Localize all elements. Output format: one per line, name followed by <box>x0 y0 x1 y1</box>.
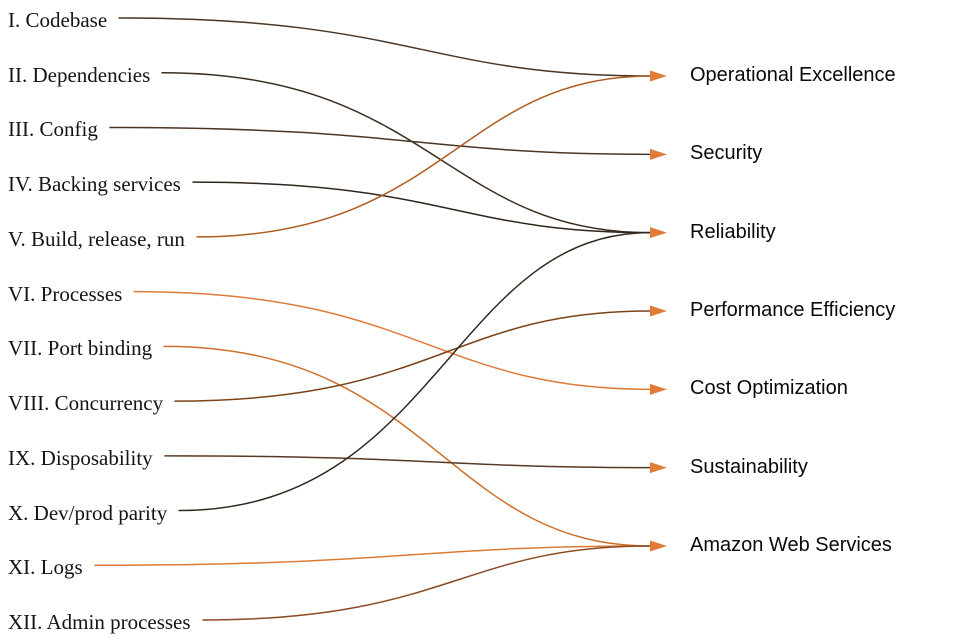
link-logs-to-amazon-web-services <box>94 545 651 567</box>
link-admin-processes-to-amazon-web-services <box>202 545 651 621</box>
link-codebase-to-operational-excellence <box>118 17 651 77</box>
factor-label-admin-processes: XII. Admin processes <box>8 609 191 634</box>
link-disposability-to-sustainability <box>164 455 651 469</box>
arrowhead-icon-security <box>650 148 667 160</box>
arrowhead-icon-performance-efficiency <box>650 305 667 317</box>
pillar-label-amazon-web-services: Amazon Web Services <box>690 533 892 556</box>
factor-label-disposability: IX. Disposability <box>8 445 153 470</box>
factor-label-codebase: I. Codebase <box>8 8 108 32</box>
pillar-label-security: Security <box>690 142 763 165</box>
factor-label-port-binding: VII. Port binding <box>8 336 153 361</box>
factor-label-dependencies: II. Dependencies <box>8 62 151 87</box>
link-dev-prod-parity-to-reliability <box>178 231 651 512</box>
pillar-label-reliability: Reliability <box>690 220 776 243</box>
link-port-binding-to-amazon-web-services <box>163 345 651 547</box>
factor-label-backing-services: IV. Backing services <box>8 172 181 197</box>
link-dependencies-to-reliability <box>161 71 651 234</box>
pillar-label-performance-efficiency: Performance Efficiency <box>690 298 896 321</box>
factor-label-concurrency: VIII. Concurrency <box>8 391 164 416</box>
factor-label-processes: VI. Processes <box>8 281 123 306</box>
link-concurrency-to-performance-efficiency <box>174 310 651 402</box>
link-processes-to-cost-optimization <box>133 290 651 391</box>
link-backing-services-to-reliability <box>192 181 651 234</box>
link-build-release-run-to-operational-excellence <box>196 75 651 238</box>
factor-label-dev-prod-parity: X. Dev/prod parity <box>8 500 168 525</box>
arrowhead-icon-amazon-web-services <box>650 540 667 552</box>
pillar-label-cost-optimization: Cost Optimization <box>690 377 848 400</box>
link-config-to-security <box>109 126 651 156</box>
factor-label-build-release-run: V. Build, release, run <box>8 226 185 251</box>
factor-label-config: III. Config <box>8 117 98 142</box>
arrowhead-icon-cost-optimization <box>650 383 667 395</box>
pillar-label-sustainability: Sustainability <box>690 455 808 478</box>
arrowhead-icon-reliability <box>650 227 667 239</box>
factor-label-logs: XI. Logs <box>8 555 83 580</box>
pillar-label-operational-excellence: Operational Excellence <box>690 64 896 86</box>
arrowhead-icon-operational-excellence <box>650 70 667 82</box>
arrowhead-icon-sustainability <box>650 462 667 474</box>
